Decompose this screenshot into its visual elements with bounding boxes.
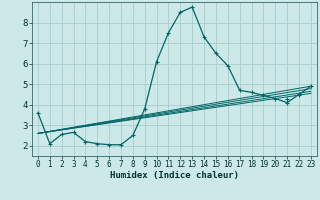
X-axis label: Humidex (Indice chaleur): Humidex (Indice chaleur) xyxy=(110,171,239,180)
